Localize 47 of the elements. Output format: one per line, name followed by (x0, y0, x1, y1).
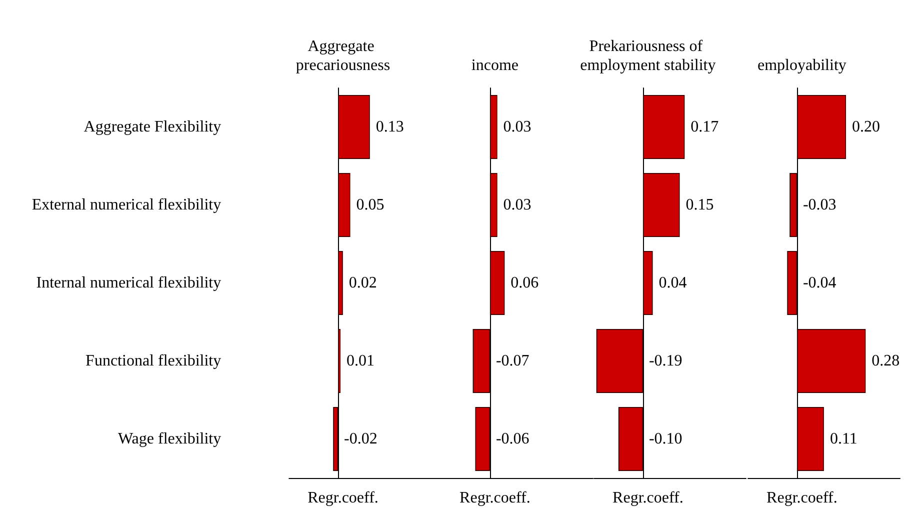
y-tick-label: Internal numerical flexibility (36, 274, 222, 292)
data-label: -0.10 (648, 430, 682, 448)
bar (338, 173, 350, 237)
data-label: -0.06 (496, 430, 530, 448)
bar (333, 407, 338, 471)
bar (642, 251, 653, 315)
bar (642, 173, 680, 237)
data-label: 0.13 (376, 118, 404, 136)
data-label: 0.17 (690, 118, 719, 136)
data-label: -0.03 (802, 196, 836, 214)
data-label: -0.02 (344, 430, 378, 448)
chart-title: income (471, 57, 519, 74)
y-tick-label: Wage flexibility (118, 430, 222, 448)
x-axis-title: Regr.coeff. (612, 490, 684, 506)
bar (796, 407, 824, 471)
x-axis-title: Regr.coeff. (766, 490, 838, 506)
data-label: -0.07 (496, 352, 530, 370)
data-label: 0.02 (348, 274, 377, 292)
x-axis-title: Regr.coeff. (460, 490, 530, 506)
data-label: 0.15 (686, 196, 714, 214)
data-label: 0.20 (852, 118, 880, 136)
bar (642, 95, 685, 159)
bar (787, 251, 797, 315)
x-axis-title: Regr.coeff. (308, 490, 378, 506)
chart-title: Prekariousness of employment stability (580, 38, 716, 74)
data-label: 0.03 (503, 196, 532, 214)
data-label: -0.04 (802, 274, 836, 292)
bar (796, 329, 866, 393)
bar (796, 95, 846, 159)
data-label: 0.28 (872, 352, 900, 370)
y-tick-label: Aggregate Flexibility (84, 118, 222, 136)
data-label: 0.01 (346, 352, 374, 370)
data-label: 0.04 (658, 274, 687, 292)
bar (338, 251, 343, 315)
data-label: 0.11 (830, 430, 858, 448)
bar (618, 407, 643, 471)
data-label: -0.19 (648, 352, 682, 370)
chart-title: Aggregate precariousness (296, 38, 390, 74)
chart-title: employability (758, 57, 846, 74)
bar (596, 329, 643, 393)
bar (338, 95, 370, 159)
data-label: 0.05 (356, 196, 384, 214)
bar (790, 173, 797, 237)
data-label: 0.03 (503, 118, 532, 136)
y-tick-label: Functional flexibility (86, 352, 222, 370)
y-tick-label: External numerical flexibility (32, 196, 222, 214)
data-label: 0.06 (510, 274, 539, 292)
